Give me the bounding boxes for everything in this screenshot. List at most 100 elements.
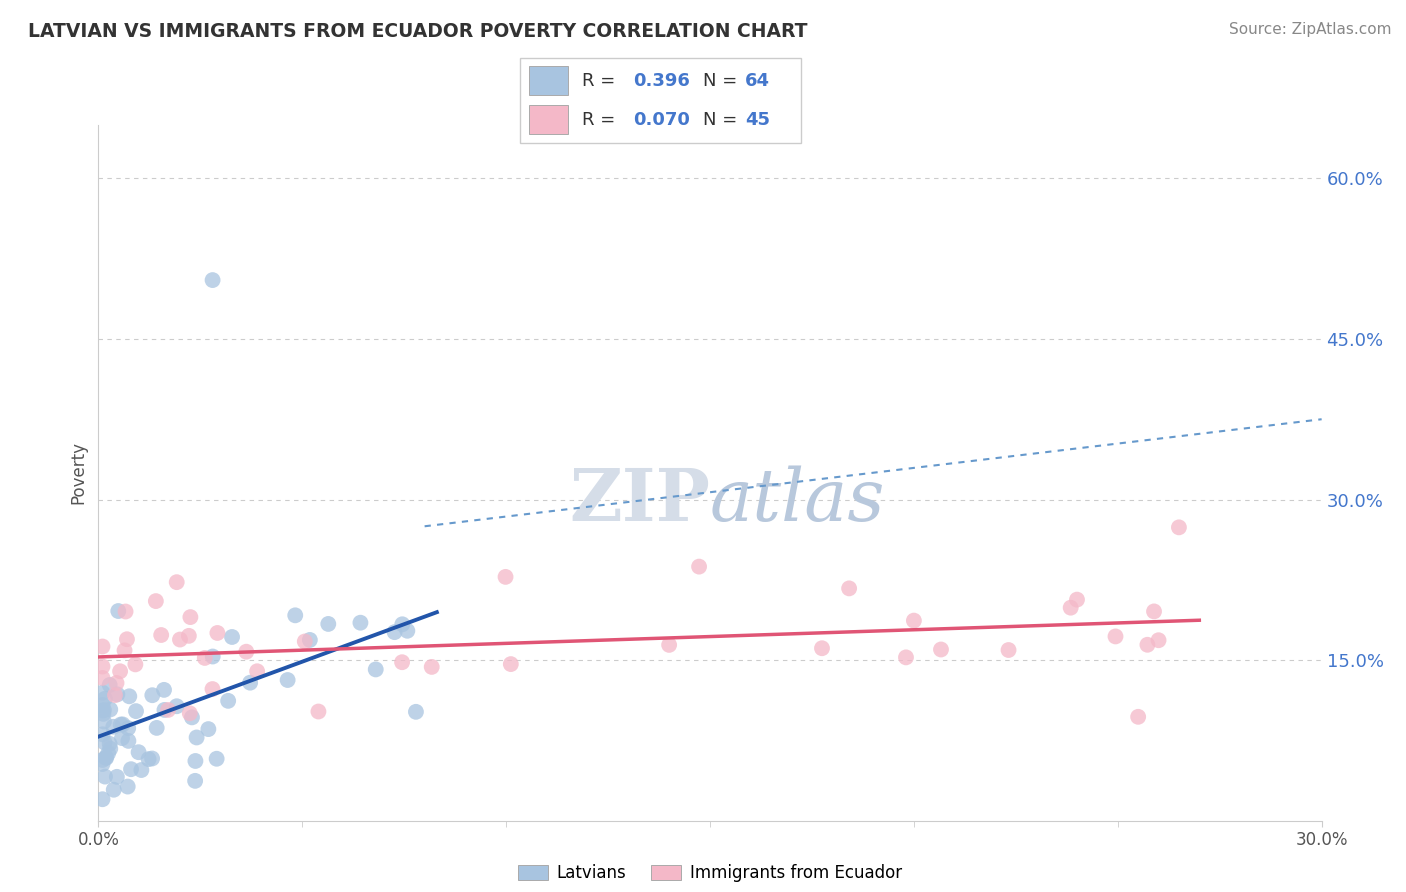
Point	[111, 717, 134, 731]
Point	[316, 616, 339, 631]
Point	[221, 630, 243, 644]
Point	[114, 643, 136, 657]
FancyBboxPatch shape	[529, 105, 568, 134]
Point	[145, 594, 167, 608]
Point	[184, 754, 207, 768]
Point	[91, 640, 114, 654]
Point	[91, 659, 114, 673]
Point	[98, 741, 121, 756]
Legend: Latvians, Immigrants from Ecuador: Latvians, Immigrants from Ecuador	[512, 857, 908, 888]
Point	[284, 608, 307, 623]
Point	[1128, 710, 1150, 724]
Point	[307, 705, 329, 719]
Point	[277, 673, 299, 687]
Point	[294, 634, 316, 648]
Point	[108, 665, 131, 679]
Point	[184, 773, 207, 788]
Point	[115, 632, 138, 647]
Point	[110, 717, 132, 731]
Point	[94, 770, 117, 784]
Point	[364, 662, 387, 676]
Point	[894, 650, 917, 665]
Point	[239, 675, 262, 690]
Text: LATVIAN VS IMMIGRANTS FROM ECUADOR POVERTY CORRELATION CHART: LATVIAN VS IMMIGRANTS FROM ECUADOR POVER…	[28, 22, 807, 41]
Point	[107, 604, 129, 618]
Point	[235, 645, 257, 659]
Point	[499, 657, 522, 672]
Point	[838, 582, 860, 596]
Point	[929, 642, 952, 657]
Text: R =: R =	[582, 72, 621, 90]
Point	[125, 704, 148, 718]
Point	[811, 641, 834, 656]
Point	[103, 720, 125, 734]
Point	[903, 614, 925, 628]
Point	[495, 570, 517, 584]
Point	[98, 737, 121, 751]
Point	[96, 751, 118, 765]
Point	[97, 746, 120, 760]
Point	[1143, 604, 1166, 618]
Point	[120, 762, 142, 776]
Point	[997, 643, 1019, 657]
Point	[298, 632, 321, 647]
Point	[405, 705, 427, 719]
Point	[201, 649, 224, 664]
Point	[117, 721, 139, 735]
Y-axis label: Poverty: Poverty	[69, 442, 87, 504]
Point	[93, 703, 115, 717]
Point	[197, 722, 219, 736]
Point	[194, 651, 217, 665]
Point	[658, 638, 681, 652]
Point	[391, 655, 413, 669]
Point	[145, 721, 167, 735]
Text: 0.070: 0.070	[633, 111, 689, 128]
Point	[177, 629, 200, 643]
Point	[166, 699, 188, 714]
Point	[181, 710, 204, 724]
Text: ZIP: ZIP	[569, 465, 710, 536]
Point	[91, 727, 114, 741]
Point	[217, 694, 239, 708]
Point	[105, 687, 128, 701]
Point	[131, 763, 153, 777]
Point	[201, 273, 224, 287]
Point	[91, 706, 114, 721]
Point	[111, 731, 134, 745]
Point	[179, 706, 201, 721]
Point	[384, 625, 406, 640]
Point	[98, 702, 121, 716]
FancyBboxPatch shape	[529, 67, 568, 95]
Point	[1147, 633, 1170, 648]
Point	[91, 698, 114, 712]
Point	[420, 660, 443, 674]
Point	[207, 626, 229, 640]
Text: N =: N =	[703, 111, 742, 128]
Point	[153, 703, 176, 717]
FancyBboxPatch shape	[520, 58, 801, 143]
Point	[205, 752, 228, 766]
Point	[103, 782, 125, 797]
Point	[391, 617, 413, 632]
Text: atlas: atlas	[710, 466, 886, 536]
Point	[91, 704, 114, 718]
Point	[91, 753, 114, 767]
Point	[91, 671, 114, 685]
Point	[141, 751, 163, 765]
Point	[1167, 520, 1189, 534]
Point	[98, 678, 121, 692]
Point	[128, 745, 150, 759]
Point	[201, 681, 224, 696]
Point	[141, 688, 163, 702]
Point	[1136, 638, 1159, 652]
Point	[91, 757, 114, 772]
Point	[104, 688, 127, 702]
Point	[117, 780, 139, 794]
Text: R =: R =	[582, 111, 621, 128]
Point	[93, 714, 115, 729]
Point	[396, 624, 419, 638]
Point	[1066, 592, 1088, 607]
Point	[688, 559, 710, 574]
Point	[114, 605, 136, 619]
Text: N =: N =	[703, 72, 742, 90]
